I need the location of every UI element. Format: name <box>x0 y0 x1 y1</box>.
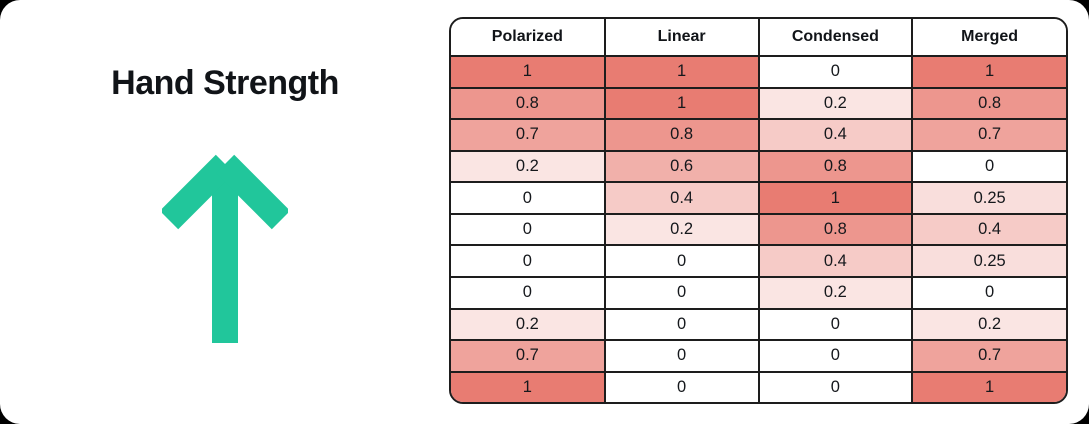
heatmap-cell: 0.8 <box>604 119 760 152</box>
heatmap-cell: 1 <box>451 371 606 402</box>
heatmap-cell: 0 <box>451 277 606 310</box>
heatmap-cell: 0.4 <box>912 213 1066 247</box>
heatmap-grid: Polarized Linear Condensed Merged 1 1 0 1 0.8 1 0… <box>451 19 1066 402</box>
heatmap-cell: 0 <box>912 150 1066 184</box>
heatmap-cell: 0 <box>604 308 760 342</box>
column-header-condensed: Condensed <box>758 19 914 57</box>
heatmap-cell: 0.7 <box>912 119 1066 152</box>
heatmap-cell: 1 <box>912 371 1066 402</box>
heatmap-cell: 1 <box>758 182 914 215</box>
heatmap-cell: 0.7 <box>912 340 1066 373</box>
heatmap-cell: 0.2 <box>451 308 606 342</box>
heatmap-cell: 0 <box>451 213 606 247</box>
heatmap-row: 0.7 0.8 0.4 0.7 <box>451 119 1066 152</box>
column-header-merged: Merged <box>912 19 1066 57</box>
heatmap-cell: 0.8 <box>451 87 606 121</box>
heatmap-row: 0 0 0.4 0.25 <box>451 245 1066 279</box>
heatmap-row: 0 0 0.2 0 <box>451 277 1066 310</box>
heatmap-cell: 0 <box>604 277 760 310</box>
heatmap-cell: 0.2 <box>451 150 606 184</box>
heatmap-table: Polarized Linear Condensed Merged 1 1 0 1 0.8 1 0… <box>449 17 1068 404</box>
heatmap-cell: 1 <box>604 87 760 121</box>
heatmap-cell: 1 <box>912 56 1066 89</box>
heatmap-cell: 0.7 <box>451 340 606 373</box>
heatmap-row: 0 0.2 0.8 0.4 <box>451 213 1066 247</box>
heatmap-cell: 0 <box>758 308 914 342</box>
heatmap-cell: 0 <box>604 340 760 373</box>
heatmap-cell: 0.2 <box>758 277 914 310</box>
up-arrow-icon <box>162 154 288 343</box>
heatmap-cell: 0.2 <box>758 87 914 121</box>
heatmap-cell: 0.4 <box>604 182 760 215</box>
heatmap-cell: 0.4 <box>758 119 914 152</box>
heatmap-row: 0.2 0.6 0.8 0 <box>451 150 1066 184</box>
heatmap-cell: 0.2 <box>912 308 1066 342</box>
heatmap-cell: 0.7 <box>451 119 606 152</box>
heatmap-cell: 0.6 <box>604 150 760 184</box>
heatmap-cell: 0.8 <box>912 87 1066 121</box>
heatmap-cell: 0 <box>912 277 1066 310</box>
heatmap-cell: 0 <box>604 245 760 279</box>
heatmap-cell: 0.25 <box>912 245 1066 279</box>
heatmap-cell: 1 <box>451 56 606 89</box>
header-row: Polarized Linear Condensed Merged <box>451 19 1066 57</box>
left-panel: Hand Strength <box>0 0 450 424</box>
heatmap-cell: 0 <box>758 340 914 373</box>
heatmap-row: 0.8 1 0.2 0.8 <box>451 87 1066 121</box>
heatmap-row: 0 0.4 1 0.25 <box>451 182 1066 215</box>
heatmap-cell: 0.8 <box>758 213 914 247</box>
heatmap-cell: 0.2 <box>604 213 760 247</box>
heatmap-cell: 0.4 <box>758 245 914 279</box>
column-header-polarized: Polarized <box>451 19 606 57</box>
heatmap-cell: 0 <box>451 182 606 215</box>
heatmap-cell: 0 <box>758 56 914 89</box>
heatmap-cell: 0 <box>451 245 606 279</box>
heatmap-cell: 0.8 <box>758 150 914 184</box>
heatmap-cell: 0 <box>758 371 914 402</box>
heatmap-cell: 0.25 <box>912 182 1066 215</box>
heatmap-row: 0.2 0 0 0.2 <box>451 308 1066 342</box>
heatmap-cell: 1 <box>604 56 760 89</box>
heatmap-row: 0.7 0 0 0.7 <box>451 340 1066 373</box>
column-header-linear: Linear <box>604 19 760 57</box>
heatmap-cell: 0 <box>604 371 760 402</box>
chart-title: Hand Strength <box>111 64 339 102</box>
